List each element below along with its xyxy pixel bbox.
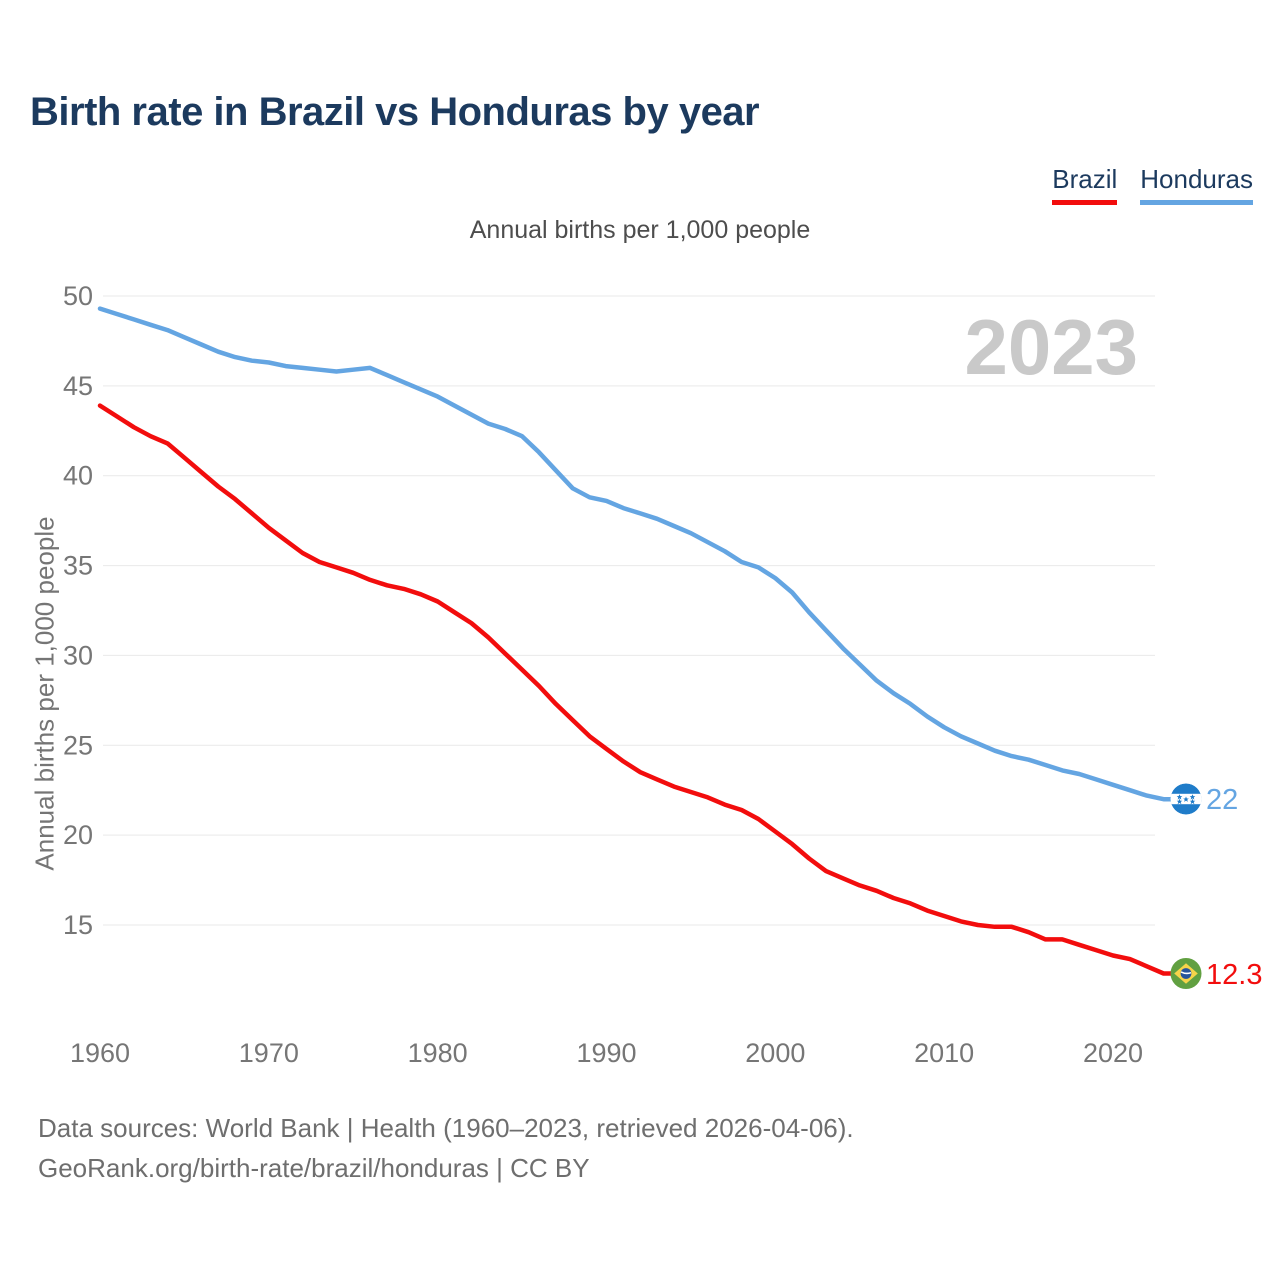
- chart-title: Birth rate in Brazil vs Honduras by year: [30, 90, 760, 134]
- x-tick-label: 1980: [408, 1038, 468, 1068]
- legend-item-honduras[interactable]: Honduras: [1140, 164, 1253, 205]
- x-tick-label: 2000: [745, 1038, 805, 1068]
- chart-footer: Data sources: World Bank | Health (1960–…: [38, 1108, 854, 1188]
- legend: Brazil Honduras: [1052, 164, 1253, 205]
- legend-swatch-brazil: [1052, 200, 1118, 205]
- series-line-brazil: [97, 403, 1176, 976]
- legend-label-honduras: Honduras: [1140, 164, 1253, 194]
- x-tick-label: 2020: [1083, 1038, 1143, 1068]
- x-tick-label: 2010: [914, 1038, 974, 1068]
- y-tick-label: 45: [63, 371, 93, 401]
- chart-subtitle: Annual births per 1,000 people: [469, 216, 811, 244]
- legend-swatch-honduras: [1140, 200, 1253, 205]
- series-line-honduras: [97, 306, 1176, 802]
- y-tick-label: 50: [63, 281, 93, 311]
- x-tick-label: 1970: [239, 1038, 299, 1068]
- y-tick-label: 40: [63, 461, 93, 491]
- y-tick-label: 25: [63, 730, 93, 760]
- attribution-line: GeoRank.org/birth-rate/brazil/honduras |…: [38, 1153, 590, 1183]
- legend-item-brazil[interactable]: Brazil: [1052, 164, 1118, 205]
- y-tick-label: 15: [63, 910, 93, 940]
- watermark-year: 2023: [964, 303, 1138, 391]
- data-sources-line: Data sources: World Bank | Health (1960–…: [38, 1113, 854, 1143]
- legend-label-brazil: Brazil: [1052, 164, 1118, 194]
- y-tick-label: 30: [63, 640, 93, 670]
- y-tick-label: 20: [63, 820, 93, 850]
- x-tick-label: 1990: [576, 1038, 636, 1068]
- x-tick-label: 1960: [70, 1038, 130, 1068]
- y-tick-label: 35: [63, 551, 93, 581]
